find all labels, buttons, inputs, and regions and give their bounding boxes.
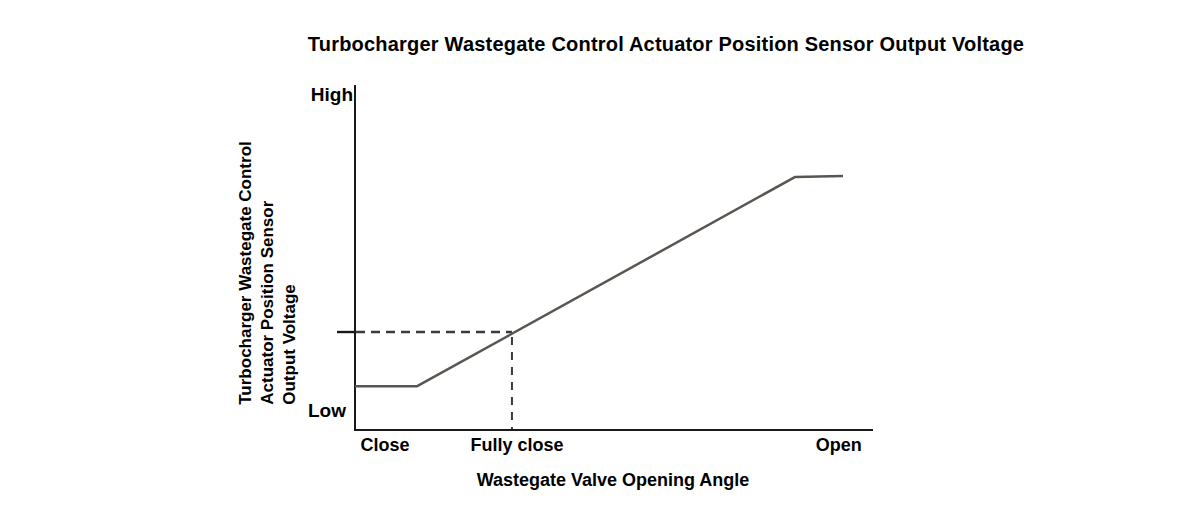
x-tick-open: Open: [816, 435, 862, 456]
chart-plot-area: [0, 0, 1200, 517]
chart-page: Turbocharger Wastegate Control Actuator …: [0, 0, 1200, 517]
x-tick-fully-close: Fully close: [471, 435, 564, 456]
x-tick-close: Close: [361, 435, 410, 456]
voltage-curve: [355, 176, 843, 386]
x-axis-title: Wastegate Valve Opening Angle: [477, 470, 750, 491]
